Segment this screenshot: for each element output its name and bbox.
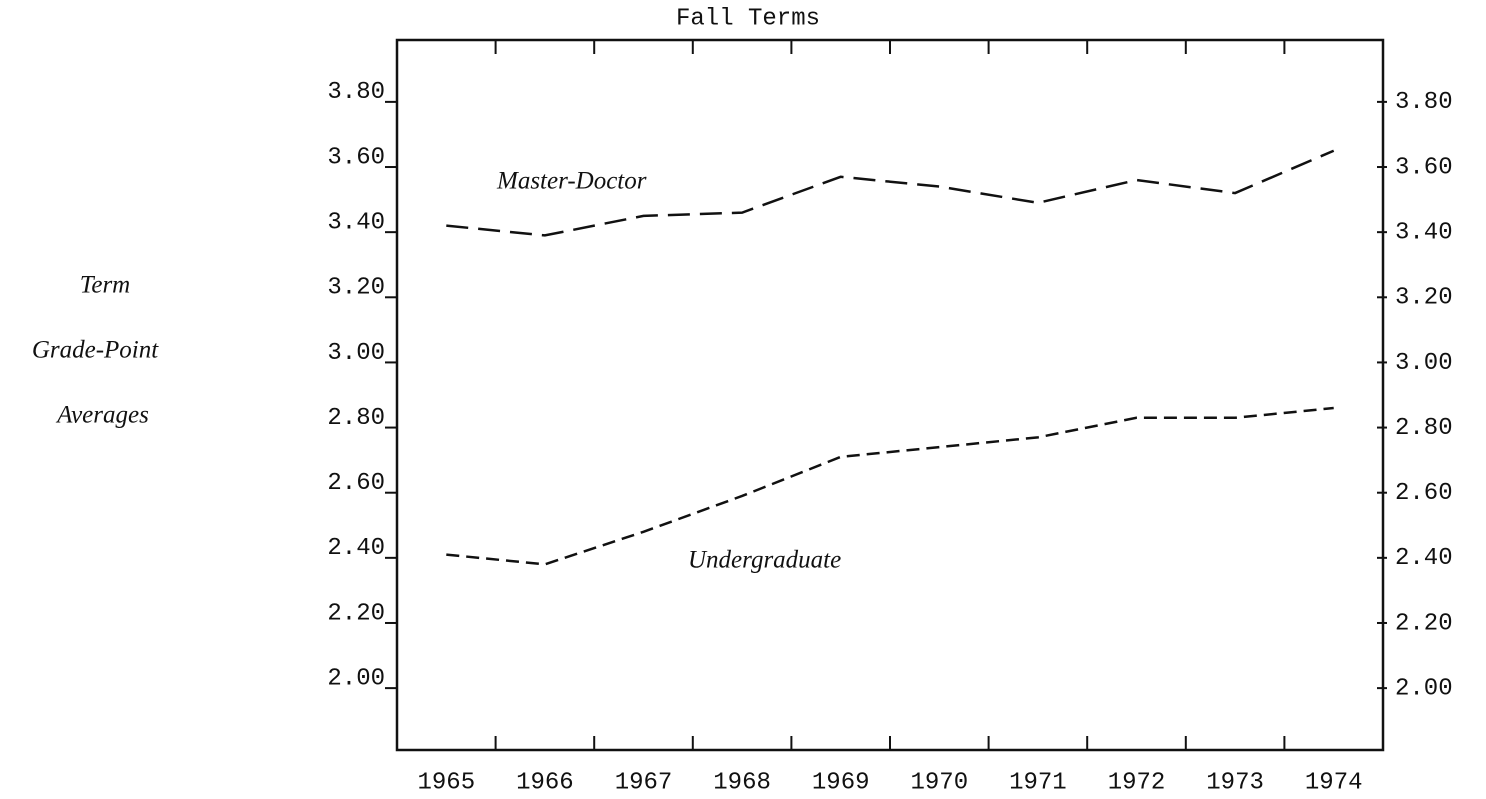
y-tick-label: 3.80 [327,79,385,106]
y-tick-label: 2.40 [327,535,385,562]
x-tick-label: 1972 [1108,769,1166,796]
chart-title: Fall Terms [676,5,820,32]
y2-tick-label: 2.40 [1395,545,1453,572]
y2-tick-label: 3.60 [1395,154,1453,181]
y2-tick-label: 3.20 [1395,285,1453,312]
x-tick-label: 1969 [812,769,870,796]
y-tick-label: 2.80 [327,405,385,432]
y-tick-label: 2.20 [327,600,385,627]
x-tick-label: 1968 [713,769,771,796]
y-tick-label: 2.60 [327,470,385,497]
y2-tick-label: 2.80 [1395,415,1453,442]
x-tick-label: 1966 [516,769,574,796]
y-axis-label: Averages [55,402,149,429]
y-axis-label: Grade-Point [32,337,159,364]
y2-tick-label: 2.20 [1395,610,1453,637]
x-tick-label: 1970 [910,769,968,796]
x-tick-label: 1967 [615,769,673,796]
y2-tick-label: 2.00 [1395,675,1453,702]
x-tick-label: 1965 [417,769,475,796]
series-line [446,406,1334,566]
y-tick-label: 2.00 [327,665,385,692]
series-label: Master-Doctor [496,168,647,195]
y-tick-label: 3.40 [327,209,385,236]
x-tick-label: 1973 [1206,769,1264,796]
series-label: Undergraduate [688,547,841,574]
y2-tick-label: 3.80 [1395,89,1453,116]
y-axis-label: Term [80,272,131,299]
y-tick-label: 3.60 [327,144,385,171]
y-tick-label: 3.20 [327,275,385,302]
y2-tick-label: 3.40 [1395,219,1453,246]
x-tick-label: 1971 [1009,769,1067,796]
y2-tick-label: 3.00 [1395,350,1453,377]
plot-frame [395,38,1385,752]
y-tick-label: 3.00 [327,340,385,367]
y2-tick-label: 2.60 [1395,480,1453,507]
x-tick-label: 1974 [1305,769,1363,796]
series-line [446,149,1335,237]
